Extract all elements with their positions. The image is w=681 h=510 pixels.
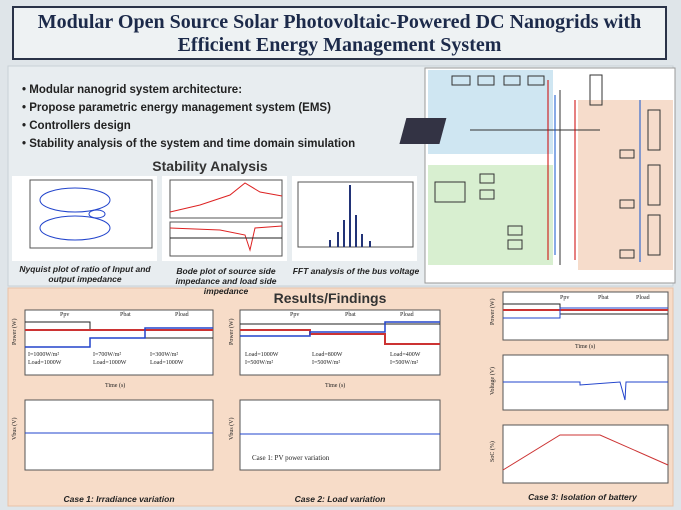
legend: Pload: [175, 312, 189, 318]
note: I=700W/m²: [93, 352, 121, 358]
axis-label: Power (W): [489, 299, 496, 326]
caption: Case 2: Load variation: [294, 494, 386, 504]
case3-plots: [502, 291, 669, 484]
axis-label: Time (s): [105, 382, 125, 389]
legend: Ppv: [560, 295, 569, 301]
note: I=500W/m²: [390, 360, 418, 366]
axis-label: Power (W): [11, 319, 18, 346]
circuit-diagram: [399, 67, 676, 284]
caption: FFT analysis of the bus voltage: [292, 266, 420, 276]
bullet: Modular nanogrid system architecture:: [22, 84, 422, 96]
case2-plots: [239, 309, 441, 471]
legend: Pbat: [120, 312, 131, 318]
nyquist-plot: [12, 176, 157, 261]
bullet: Controllers design: [22, 120, 422, 132]
caption: Nyquist plot of ratio of Input and outpu…: [19, 264, 151, 284]
axis-label: Power (W): [228, 319, 235, 346]
axis-label: Voltage (V): [489, 367, 496, 395]
legend: Pload: [400, 312, 414, 318]
note: Load=1000W: [245, 352, 279, 358]
note: Load=400W: [390, 352, 421, 358]
legend: Pbat: [598, 295, 609, 301]
legend: Pload: [636, 295, 650, 301]
section-heading: Stability Analysis: [152, 158, 268, 174]
note: Load=1000W: [150, 360, 184, 366]
legend: Ppv: [290, 312, 299, 318]
bullet: Stability analysis of the system and tim…: [22, 138, 422, 150]
bode-plot: [162, 176, 287, 261]
bullet: Propose parametric energy management sys…: [22, 102, 422, 114]
legend: Ppv: [60, 312, 69, 318]
section-heading: Results/Findings: [273, 290, 387, 306]
axis-label: Vbus (V): [11, 418, 18, 441]
note: I=1000W/m²: [28, 352, 59, 358]
note: I=300W/m²: [150, 352, 178, 358]
legend: Pbat: [345, 312, 356, 318]
case1-plots: [24, 309, 214, 471]
bullet-list: Modular nanogrid system architecture: Pr…: [22, 84, 422, 156]
axis-label: Time (s): [325, 382, 345, 389]
axis-label: SoC (%): [489, 441, 496, 462]
caption: Case 3: Isolation of battery: [528, 492, 637, 502]
fft-plot: [292, 176, 417, 261]
note: Load=800W: [312, 352, 343, 358]
caption: Case 1: Irradiance variation: [63, 494, 175, 504]
note: I=500W/m²: [245, 360, 273, 366]
note: I=500W/m²: [312, 360, 340, 366]
overlay-text: Case 1: PV power variation: [252, 454, 330, 462]
note: Load=1000W: [93, 360, 127, 366]
title: Modular Open Source Solar Photovoltaic-P…: [12, 6, 667, 60]
axis-label: Time (s): [575, 343, 595, 350]
caption: Bode plot of source side impedance and l…: [175, 266, 277, 296]
note: Load=1000W: [28, 360, 62, 366]
axis-label: Vbus (V): [228, 418, 235, 441]
